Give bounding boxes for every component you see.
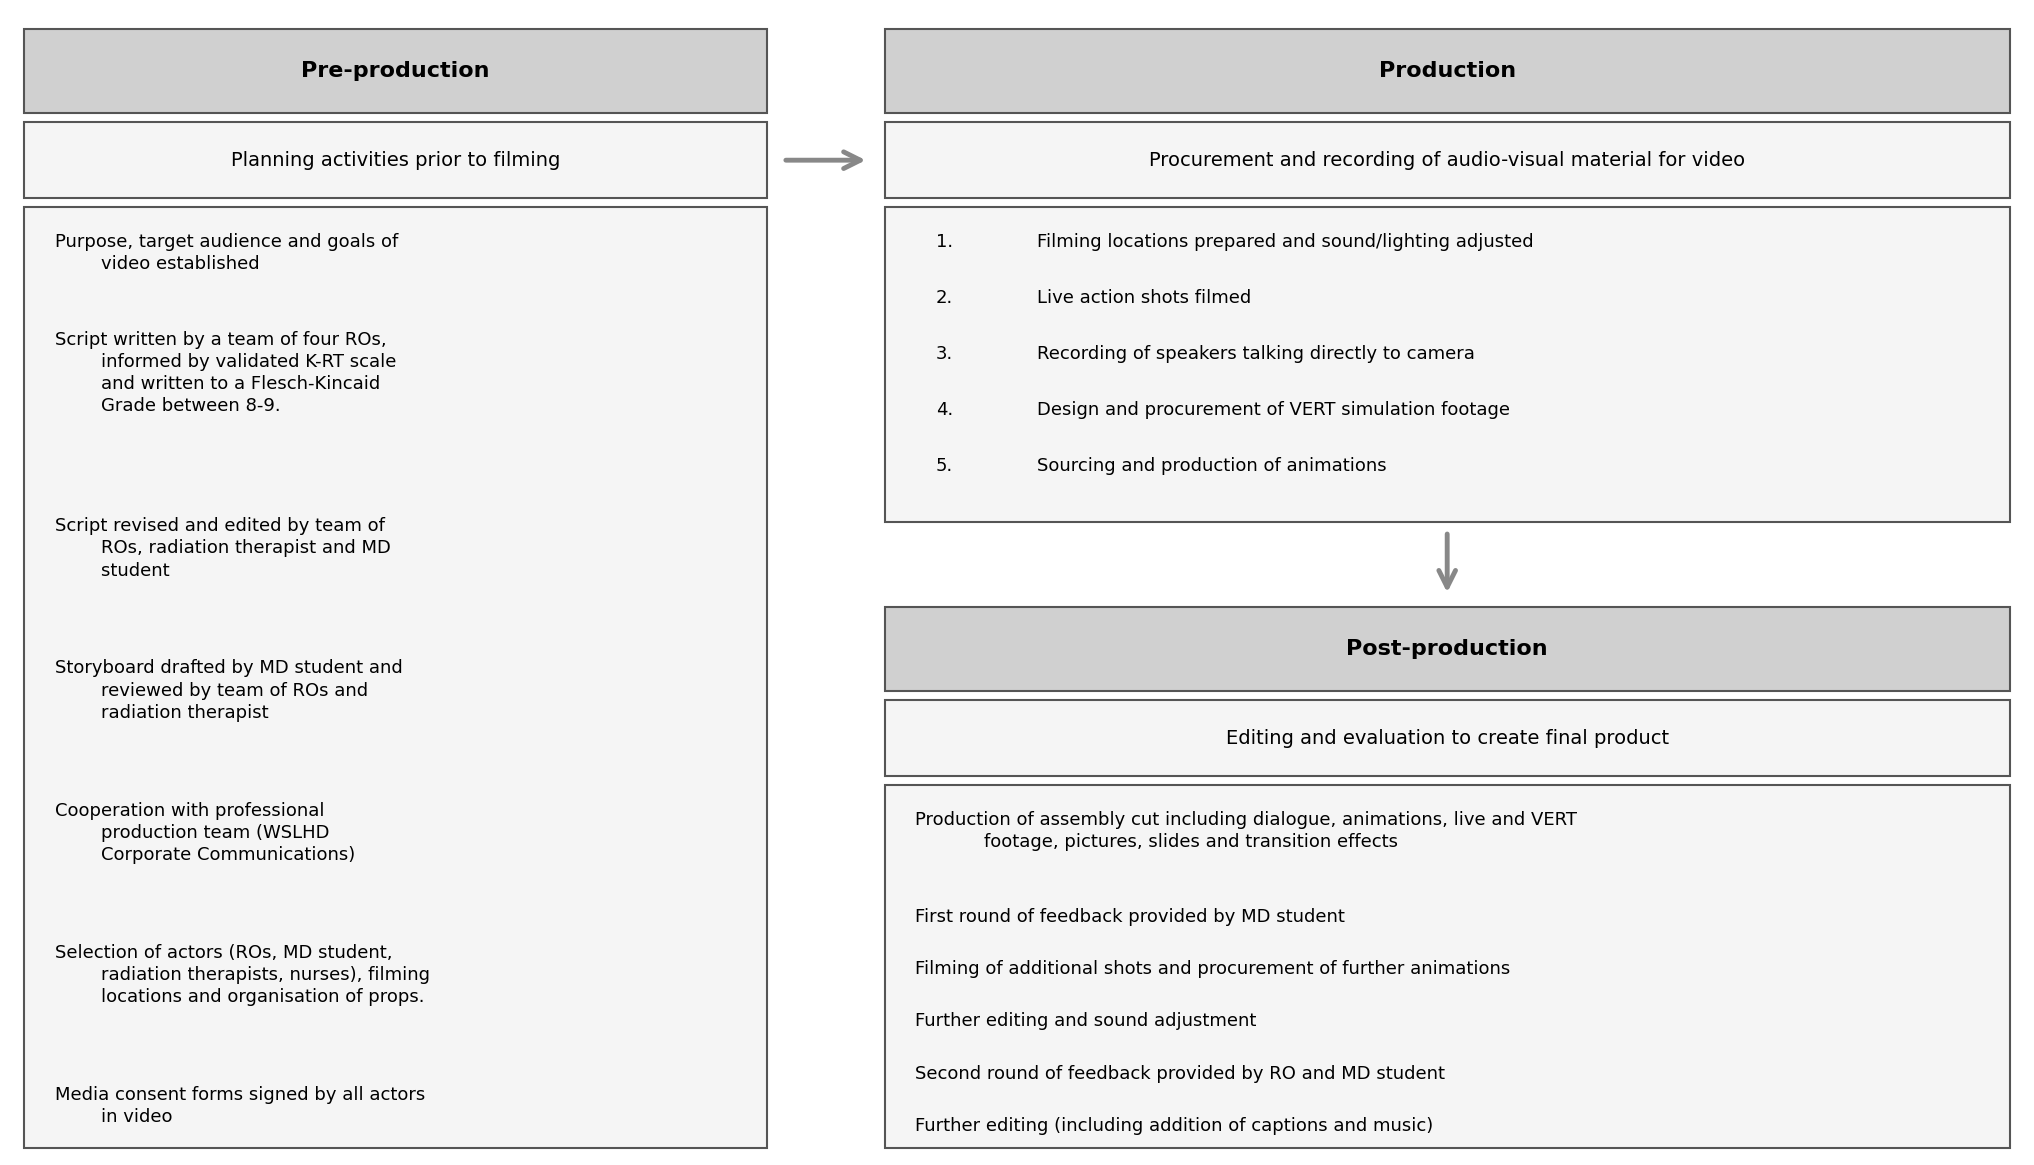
Text: Filming of additional shots and procurement of further animations: Filming of additional shots and procurem… <box>915 960 1511 977</box>
Text: 2.: 2. <box>936 289 952 306</box>
Text: Storyboard drafted by MD student and
        reviewed by team of ROs and
       : Storyboard drafted by MD student and rev… <box>55 659 403 722</box>
Text: 5.: 5. <box>936 457 952 474</box>
Text: Procurement and recording of audio-visual material for video: Procurement and recording of audio-visua… <box>1149 150 1745 170</box>
FancyBboxPatch shape <box>885 207 2010 522</box>
Text: Design and procurement of VERT simulation footage: Design and procurement of VERT simulatio… <box>1037 401 1511 418</box>
Text: Editing and evaluation to create final product: Editing and evaluation to create final p… <box>1227 728 1668 748</box>
FancyBboxPatch shape <box>885 122 2010 198</box>
Text: Media consent forms signed by all actors
        in video: Media consent forms signed by all actors… <box>55 1086 425 1127</box>
Text: Filming locations prepared and sound/lighting adjusted: Filming locations prepared and sound/lig… <box>1037 233 1534 250</box>
Text: Sourcing and production of animations: Sourcing and production of animations <box>1037 457 1387 474</box>
Text: Cooperation with professional
        production team (WSLHD
        Corporate C: Cooperation with professional production… <box>55 802 356 864</box>
Text: Planning activities prior to filming: Planning activities prior to filming <box>232 150 559 170</box>
FancyBboxPatch shape <box>885 607 2010 691</box>
Text: Further editing and sound adjustment: Further editing and sound adjustment <box>915 1012 1257 1030</box>
Text: Post-production: Post-production <box>1347 638 1548 659</box>
Text: Further editing (including addition of captions and music): Further editing (including addition of c… <box>915 1117 1434 1135</box>
Text: Purpose, target audience and goals of
        video established: Purpose, target audience and goals of vi… <box>55 233 399 274</box>
Text: 4.: 4. <box>936 401 952 418</box>
Text: Second round of feedback provided by RO and MD student: Second round of feedback provided by RO … <box>915 1065 1446 1082</box>
FancyBboxPatch shape <box>24 29 767 113</box>
FancyBboxPatch shape <box>885 29 2010 113</box>
Text: Script revised and edited by team of
        ROs, radiation therapist and MD
   : Script revised and edited by team of ROs… <box>55 517 391 580</box>
Text: Production of assembly cut including dialogue, animations, live and VERT
       : Production of assembly cut including dia… <box>915 811 1576 852</box>
Text: 1.: 1. <box>936 233 952 250</box>
Text: Selection of actors (ROs, MD student,
        radiation therapists, nurses), fil: Selection of actors (ROs, MD student, ra… <box>55 944 429 1007</box>
Text: First round of feedback provided by MD student: First round of feedback provided by MD s… <box>915 908 1344 925</box>
FancyBboxPatch shape <box>24 122 767 198</box>
FancyBboxPatch shape <box>885 785 2010 1148</box>
FancyBboxPatch shape <box>885 700 2010 776</box>
Text: Script written by a team of four ROs,
        informed by validated K-RT scale
 : Script written by a team of four ROs, in… <box>55 331 397 416</box>
FancyBboxPatch shape <box>24 207 767 1148</box>
Text: Live action shots filmed: Live action shots filmed <box>1037 289 1251 306</box>
Text: 3.: 3. <box>936 345 952 362</box>
Text: Recording of speakers talking directly to camera: Recording of speakers talking directly t… <box>1037 345 1475 362</box>
Text: Pre-production: Pre-production <box>301 61 490 82</box>
Text: Production: Production <box>1379 61 1515 82</box>
